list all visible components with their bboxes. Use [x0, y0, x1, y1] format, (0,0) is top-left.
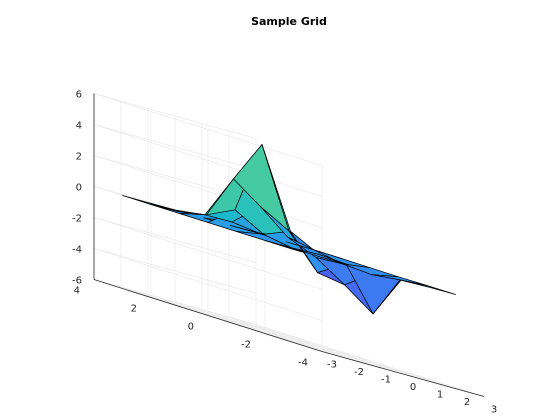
tick-labels: -6 -4 -2 0 2 4 6 -4 -2 0 2 4 -3 -2 -1 0 1 2 3 [72, 90, 497, 416]
grid-line [207, 315, 371, 361]
z-tick-label: -2 [72, 214, 82, 225]
grid-line [264, 333, 428, 379]
z-tick-label: 2 [76, 152, 82, 163]
y-tick-label: -2 [241, 340, 251, 351]
grid-line [93, 279, 257, 325]
grid-line [93, 124, 257, 170]
grid-line [93, 248, 323, 321]
z-tick-label: 0 [76, 183, 82, 194]
y-tick-label: 0 [188, 322, 194, 333]
grid-line [93, 93, 257, 139]
x-tick-label: 2 [464, 397, 470, 408]
z-tick-label: -4 [72, 245, 82, 256]
z-tick-label: -6 [72, 276, 82, 287]
y-tick-label: -4 [298, 358, 308, 369]
grid-line [150, 297, 314, 343]
surface-mesh [122, 144, 456, 315]
x-tick-label: 3 [491, 405, 497, 416]
y-tick-label: 4 [74, 286, 80, 297]
grid-line [93, 217, 323, 290]
x-tick-label: 0 [410, 382, 416, 393]
z-tick-label: 4 [76, 121, 82, 132]
y-axis-line [93, 279, 323, 352]
grid-line [93, 217, 257, 263]
grid-line [93, 248, 257, 294]
x-axis-line [321, 351, 485, 397]
grid-line [93, 124, 323, 197]
chart-title: Sample Grid [251, 15, 327, 28]
z-tick-label: 6 [76, 90, 82, 101]
x-tick-label: 1 [437, 390, 443, 401]
grid-line [93, 93, 323, 166]
surface-patch [399, 279, 456, 295]
x-tick-label: -2 [354, 367, 364, 378]
x-tick-label: -3 [327, 360, 337, 371]
y-tick-label: 2 [131, 304, 137, 315]
x-tick-label: -1 [381, 375, 391, 386]
